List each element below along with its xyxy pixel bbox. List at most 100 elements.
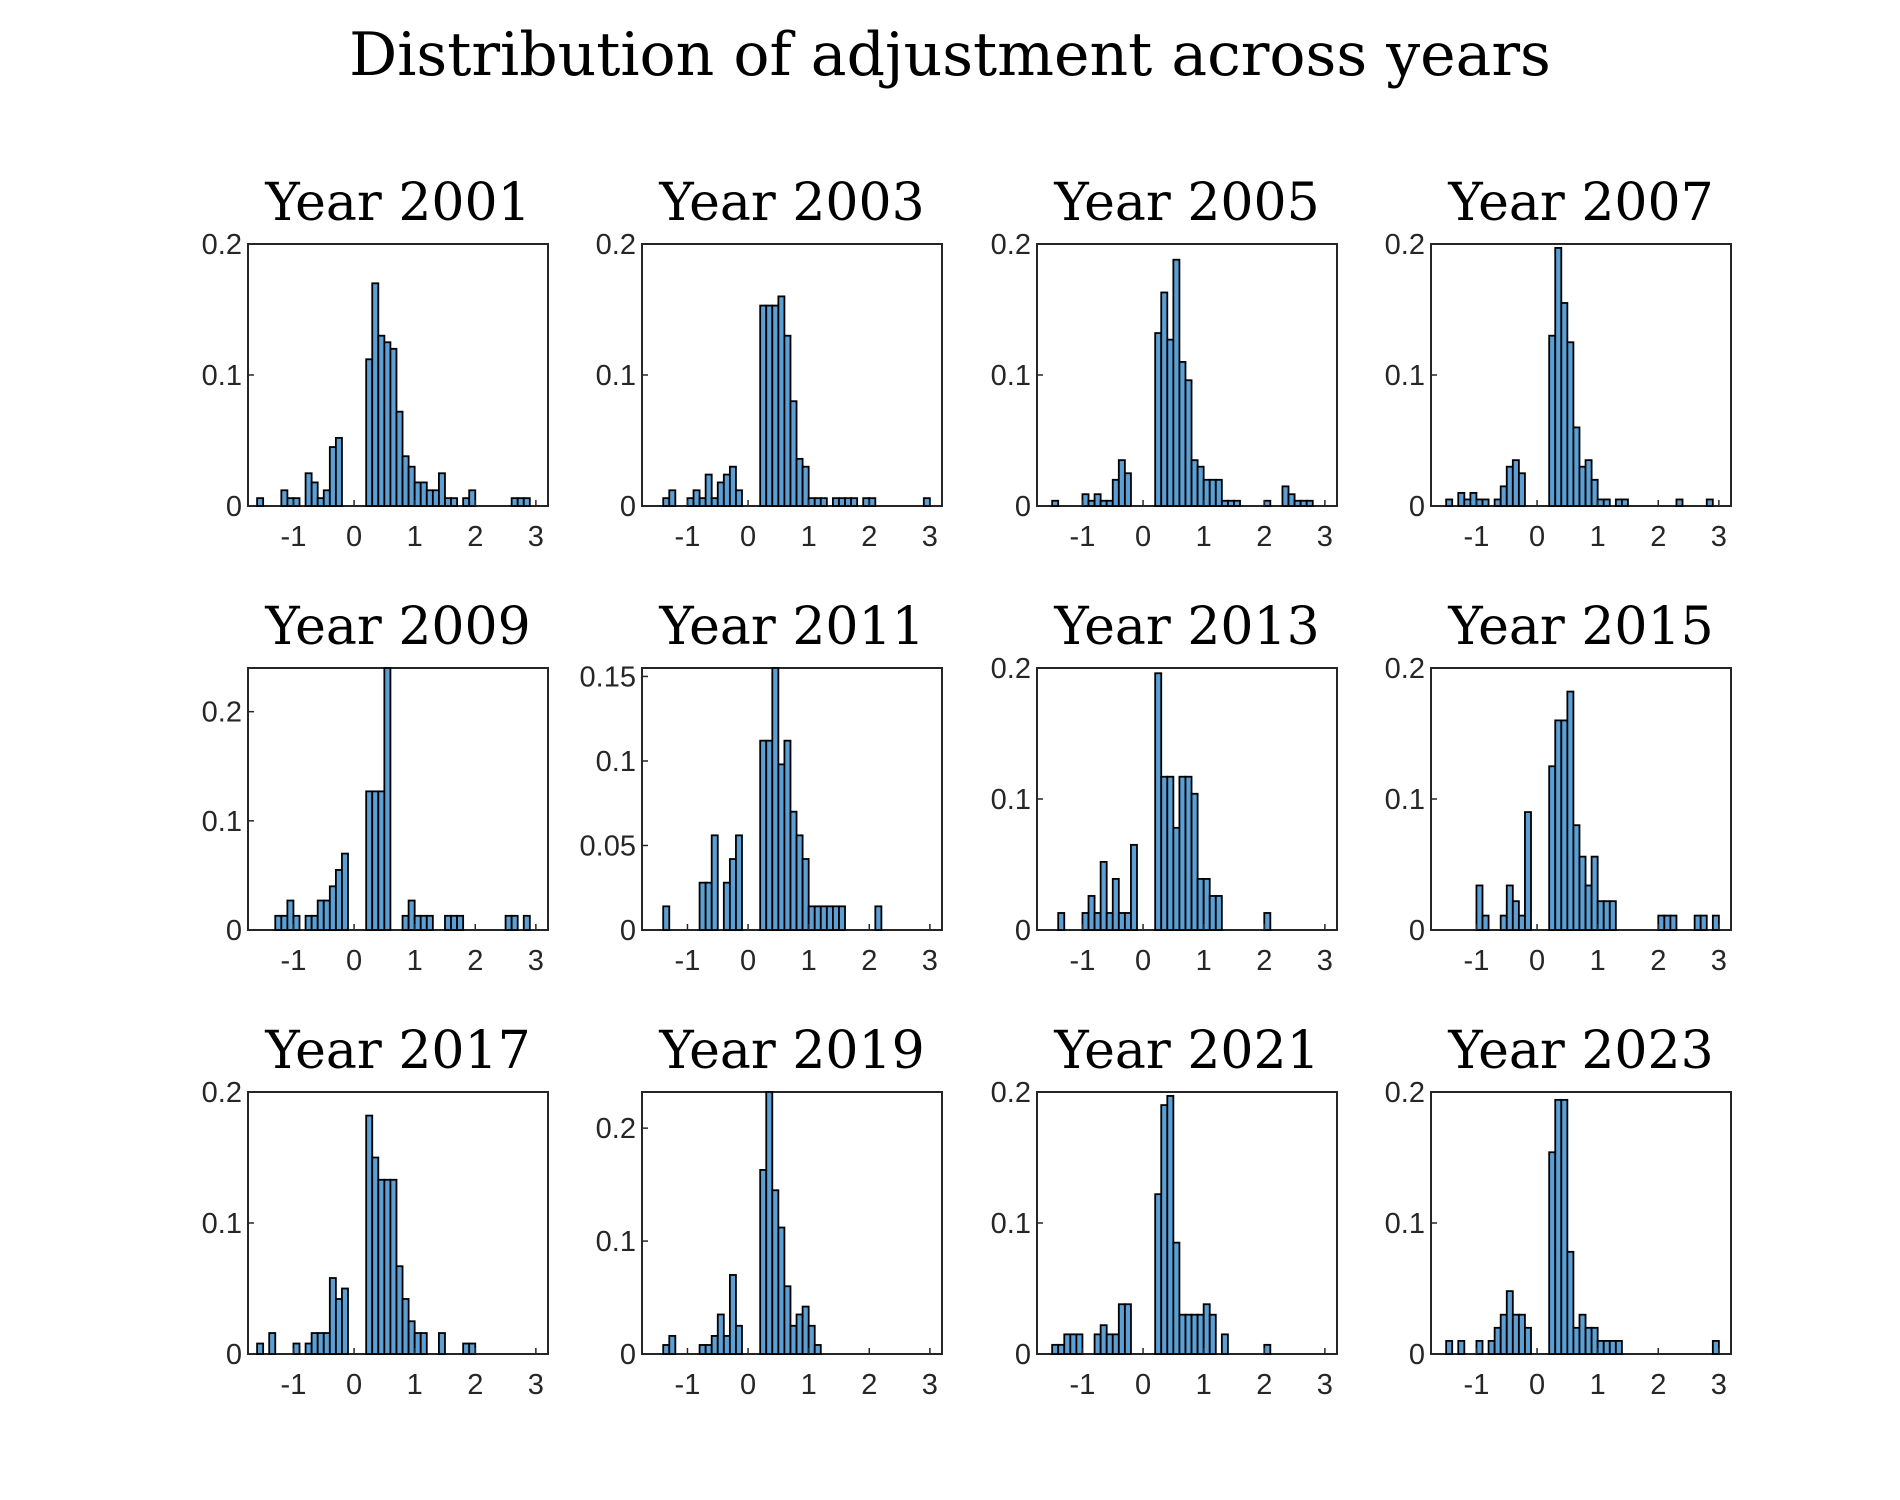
histogram-bar	[1505, 465, 1514, 507]
histogram-bar	[310, 1332, 319, 1355]
histogram-bar	[862, 497, 871, 507]
histogram-bar	[692, 489, 701, 507]
histogram-bar	[735, 834, 743, 931]
x-tick-label: 1	[407, 945, 423, 977]
histogram-bar	[1123, 472, 1132, 507]
histogram-bar	[1596, 498, 1605, 507]
histogram-bar	[1123, 1303, 1132, 1355]
histogram-bar	[1263, 912, 1272, 931]
x-tick-label: 0	[1135, 521, 1151, 553]
histogram-bar	[728, 1274, 737, 1355]
histogram-bar	[1566, 341, 1575, 507]
histogram-bar	[1293, 499, 1302, 507]
histogram-bar	[316, 497, 325, 507]
histogram-bar	[438, 472, 446, 507]
histogram-bar	[450, 914, 458, 931]
histogram-bar	[1208, 1313, 1217, 1355]
histogram-bar	[371, 790, 380, 931]
histogram-bar	[365, 1114, 374, 1355]
histogram-bar	[1196, 1313, 1205, 1355]
x-tick-label: 3	[1711, 945, 1727, 977]
y-tick-label: 0.15	[580, 661, 636, 693]
y-tick-label: 0	[620, 915, 636, 947]
histogram-bar	[401, 914, 410, 931]
histogram-panel: Year 2009 -1 0 1 2 3 0 0.1 0.2	[202, 597, 549, 977]
histogram-bar	[413, 1332, 422, 1355]
x-tick-label: 3	[922, 521, 938, 553]
histogram-bar	[838, 905, 846, 931]
histogram-bar	[1469, 491, 1478, 507]
x-tick-label: 1	[801, 521, 817, 553]
x-tick-label: 2	[1650, 521, 1666, 553]
histogram-bar	[777, 1226, 786, 1355]
histogram-bar	[759, 739, 768, 931]
histogram-bar	[1117, 459, 1126, 507]
histogram-bar	[789, 810, 798, 931]
histogram-bar	[419, 1332, 428, 1355]
histogram-bar	[1548, 765, 1557, 931]
histogram-bar	[1554, 1098, 1563, 1355]
histogram-bar	[395, 1265, 404, 1355]
x-tick-label: -1	[281, 521, 307, 553]
histogram-panel: Year 2005 -1 0 1 2 3 0 0.1 0.2	[991, 173, 1338, 553]
histogram-bar	[1608, 900, 1617, 931]
histogram-bar	[444, 497, 452, 507]
histogram-bar	[1711, 914, 1720, 931]
histogram-bar	[256, 497, 265, 507]
histogram-bar	[1505, 884, 1514, 931]
histogram-bar	[1287, 493, 1296, 507]
histogram-bar	[1699, 914, 1708, 931]
x-tick-label: 3	[528, 521, 544, 553]
histogram-bar	[1560, 719, 1569, 931]
histogram-bar	[1445, 1340, 1454, 1355]
y-tick-label: 0.1	[991, 360, 1031, 392]
histogram-bar	[1524, 1326, 1532, 1355]
x-tick-label: 2	[861, 521, 877, 553]
axes-box	[1036, 1091, 1338, 1355]
histogram-bar	[1602, 900, 1611, 931]
histogram-bar	[341, 1287, 349, 1355]
histogram-bar	[1160, 291, 1169, 507]
histogram-bar	[413, 481, 422, 507]
histogram-bar	[728, 858, 737, 931]
histogram-bar	[1457, 1340, 1466, 1355]
histogram-bar	[1572, 426, 1581, 507]
panel-title: Year 2023	[1447, 1021, 1713, 1081]
histogram-bar	[1130, 843, 1138, 931]
x-tick-label: 2	[1650, 945, 1666, 977]
histogram-bar	[1184, 1313, 1193, 1355]
histogram-bar	[1663, 914, 1672, 931]
histogram-bar	[316, 899, 325, 931]
histogram-bar	[522, 497, 531, 507]
x-tick-label: 0	[1135, 1369, 1151, 1401]
histogram-bar	[1602, 498, 1611, 507]
histogram-bar	[795, 834, 804, 931]
histogram-bar	[371, 282, 380, 507]
histogram-bar	[1281, 485, 1290, 507]
histogram-bar	[1184, 379, 1193, 507]
histogram-bar	[710, 1335, 719, 1355]
histogram-bar	[1214, 478, 1223, 507]
y-tick-label: 0	[1015, 1339, 1031, 1371]
histogram-bar	[1172, 826, 1181, 931]
x-tick-label: -1	[675, 1369, 701, 1401]
histogram-bar	[1087, 499, 1096, 507]
histogram-bar	[1608, 1340, 1617, 1355]
histogram-bar	[759, 304, 768, 507]
x-tick-label: -1	[1070, 521, 1096, 553]
histogram-bar	[383, 341, 392, 507]
histogram-bar	[1554, 719, 1563, 931]
histogram-bar	[1590, 1326, 1599, 1355]
histogram-bar	[504, 914, 513, 931]
histogram-bar	[1220, 499, 1229, 507]
y-tick-label: 0	[1409, 1339, 1425, 1371]
histogram-bar	[1499, 914, 1508, 931]
histogram-bar	[783, 334, 792, 507]
histogram-bar	[401, 1298, 410, 1355]
axes-box	[247, 667, 549, 931]
x-tick-label: 3	[528, 1369, 544, 1401]
x-tick-label: 0	[740, 521, 756, 553]
histogram-panel: Year 2011 -1 0 1 2 3 0 0.05 0.1 0.15	[580, 597, 943, 977]
y-tick-label: 0.1	[202, 1208, 242, 1240]
